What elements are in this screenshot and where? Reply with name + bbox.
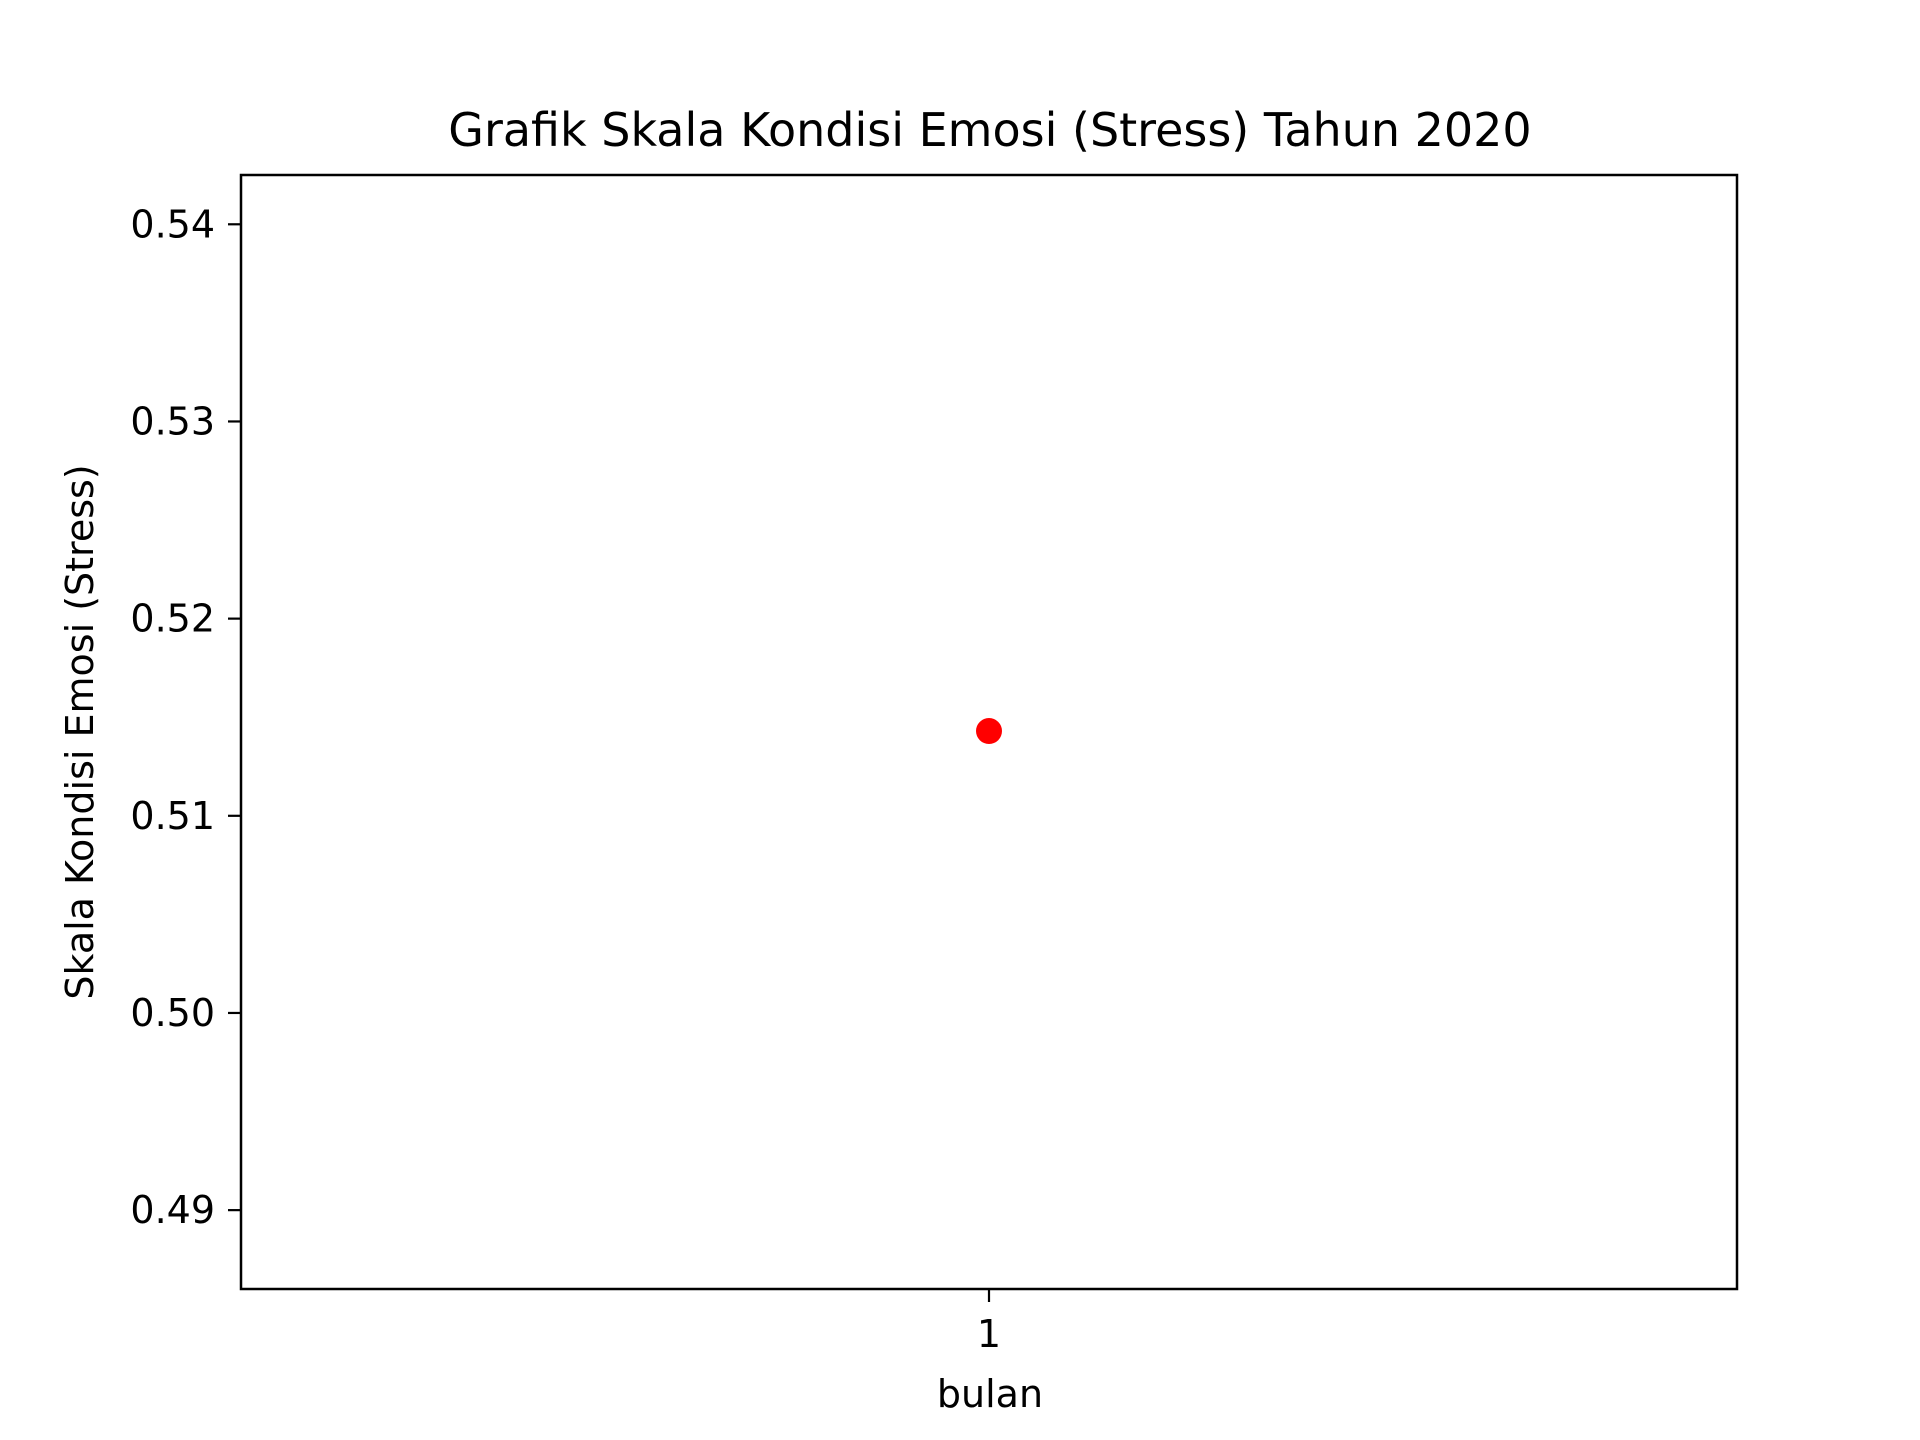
y-tick-label: 0.50 bbox=[130, 991, 215, 1035]
x-tick-label: 1 bbox=[977, 1312, 1001, 1356]
plot-area-frame bbox=[239, 173, 1739, 1291]
chart-title: Grafik Skala Kondisi Emosi (Stress) Tahu… bbox=[448, 103, 1531, 157]
x-axis: 1 bbox=[977, 1289, 1001, 1356]
y-tick-label: 0.54 bbox=[130, 202, 215, 246]
y-tick-label: 0.49 bbox=[130, 1188, 215, 1232]
y-axis-label: Skala Kondisi Emosi (Stress) bbox=[58, 464, 102, 999]
data-point bbox=[976, 718, 1002, 745]
data-points bbox=[976, 718, 1002, 745]
y-tick-label: 0.53 bbox=[130, 399, 215, 443]
y-axis: 0.49 0.50 0.51 0.52 0.53 0.54 bbox=[130, 202, 241, 1232]
x-axis-label: bulan bbox=[937, 1372, 1043, 1416]
y-tick-label: 0.51 bbox=[130, 794, 215, 838]
y-tick-label: 0.52 bbox=[130, 597, 215, 641]
